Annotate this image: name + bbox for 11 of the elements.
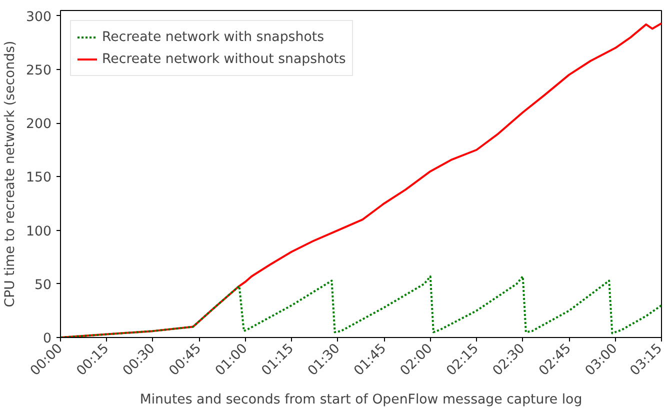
y-tick-label: 250 [26,63,52,78]
y-tick-label: 0 [43,332,52,346]
y-tick-label: 100 [26,224,52,240]
y-tick-label: 200 [26,117,52,132]
y-tick-label: 50 [34,278,52,293]
y-tick-label: 150 [26,170,52,186]
x-axis-title: Minutes and seconds from start of OpenFlow message capture log [140,392,582,408]
y-axis-title: CPU time to recreate network (seconds) [3,40,18,308]
y-tick-label: 300 [26,10,52,25]
legend-label: Recreate network without snapshots [102,52,346,66]
legend-label: Recreate network with snapshots [102,30,324,44]
